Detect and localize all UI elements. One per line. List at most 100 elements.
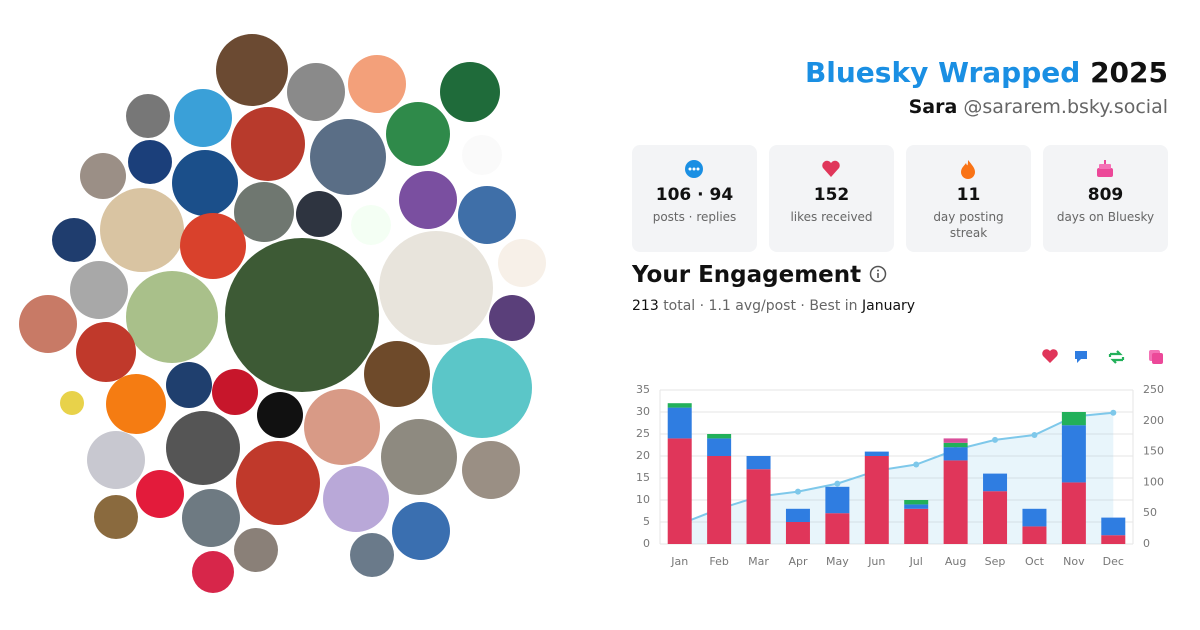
- avatar[interactable]: [100, 188, 184, 272]
- avatar[interactable]: [106, 374, 166, 434]
- handle: @sararem.bsky.social: [963, 96, 1168, 118]
- stat-value: 809: [1087, 185, 1124, 205]
- avatar[interactable]: [381, 419, 457, 495]
- x-tick-label: Aug: [945, 555, 966, 568]
- avatar[interactable]: [216, 34, 288, 106]
- avatar[interactable]: [304, 389, 380, 465]
- bar-segment: [825, 513, 850, 544]
- y2-tick-label: 50: [1143, 506, 1157, 519]
- avatar[interactable]: [350, 533, 394, 577]
- avatar[interactable]: [440, 62, 500, 122]
- y2-tick-label: 200: [1143, 414, 1164, 427]
- avatar[interactable]: [348, 55, 406, 113]
- title: Bluesky Wrapped 2025: [805, 56, 1168, 89]
- avatar[interactable]: [489, 295, 535, 341]
- avatar[interactable]: [126, 271, 218, 363]
- y-tick-label: 25: [636, 427, 650, 440]
- icon: [961, 160, 975, 179]
- line-point: [913, 461, 920, 468]
- info-icon[interactable]: [869, 265, 887, 283]
- section-title: Your Engagement: [632, 262, 887, 288]
- legend-icon[interactable]: [1108, 350, 1125, 364]
- avatar[interactable]: [192, 551, 234, 593]
- bar-segment: [707, 434, 732, 439]
- bar-segment: [1061, 482, 1086, 544]
- avatar[interactable]: [70, 261, 128, 319]
- year: 2025: [1090, 56, 1168, 89]
- avatar[interactable]: [310, 119, 386, 195]
- bar-segment: [825, 486, 850, 514]
- bar-segment: [707, 438, 732, 456]
- stat-card: 11 day posting streak: [906, 145, 1031, 252]
- x-tick-label: Mar: [748, 555, 769, 568]
- icon: [685, 160, 703, 178]
- bar-segment: [667, 407, 692, 439]
- avatar[interactable]: [257, 392, 303, 438]
- stat-value: 11: [956, 185, 981, 205]
- y-tick-label: 5: [643, 515, 650, 528]
- legend-icon[interactable]: [1075, 351, 1087, 363]
- bar-segment: [1061, 425, 1086, 483]
- bar-segment: [1022, 526, 1047, 544]
- avatar[interactable]: [180, 213, 246, 279]
- x-tick-label: Jun: [867, 555, 885, 568]
- stat-label: day posting streak: [933, 210, 1004, 240]
- bar-segment: [904, 504, 929, 509]
- avatar[interactable]: [234, 528, 278, 572]
- avatar[interactable]: [364, 341, 430, 407]
- bar-segment: [1101, 517, 1126, 536]
- x-tick-label: Sep: [985, 555, 1006, 568]
- avatar[interactable]: [225, 238, 379, 392]
- avatar[interactable]: [76, 322, 136, 382]
- avatar[interactable]: [80, 153, 126, 199]
- user-name: Sara: [908, 96, 958, 118]
- x-tick-label: Oct: [1025, 555, 1045, 568]
- avatar[interactable]: [323, 466, 389, 532]
- avatar[interactable]: [212, 369, 258, 415]
- y-tick-label: 30: [636, 405, 650, 418]
- avatar[interactable]: [60, 391, 84, 415]
- avatar[interactable]: [462, 441, 520, 499]
- avatar[interactable]: [128, 140, 172, 184]
- avatar[interactable]: [182, 489, 240, 547]
- avatar[interactable]: [166, 362, 212, 408]
- avatar[interactable]: [399, 171, 457, 229]
- avatar[interactable]: [126, 94, 170, 138]
- avatar[interactable]: [351, 205, 391, 245]
- line-point: [834, 480, 841, 487]
- x-tick-label: Jan: [670, 555, 688, 568]
- avatar[interactable]: [462, 135, 502, 175]
- avatar[interactable]: [379, 231, 493, 345]
- avatar[interactable]: [87, 431, 145, 489]
- avatar[interactable]: [136, 470, 184, 518]
- legend-icon[interactable]: [1152, 353, 1163, 364]
- stat-value: 152: [813, 185, 850, 205]
- stat-value: 106 · 94: [655, 185, 734, 205]
- avatar[interactable]: [231, 107, 305, 181]
- avatar[interactable]: [458, 186, 516, 244]
- avatar[interactable]: [234, 182, 294, 242]
- avatar[interactable]: [19, 295, 77, 353]
- user: Sara @sararem.bsky.social: [909, 96, 1168, 118]
- avatar[interactable]: [392, 502, 450, 560]
- y-tick-label: 10: [636, 493, 650, 506]
- line-point: [1110, 409, 1117, 416]
- avatar[interactable]: [166, 411, 240, 485]
- avatar[interactable]: [498, 239, 546, 287]
- avatar[interactable]: [94, 495, 138, 539]
- avatar[interactable]: [172, 150, 238, 216]
- avatar[interactable]: [386, 102, 450, 166]
- bar-segment: [864, 451, 889, 456]
- avatar[interactable]: [432, 338, 532, 438]
- avatar[interactable]: [236, 441, 320, 525]
- bar-segment: [1022, 508, 1047, 527]
- avatar[interactable]: [296, 191, 342, 237]
- avatar[interactable]: [287, 63, 345, 121]
- bar-segment: [943, 460, 968, 544]
- avatar[interactable]: [52, 218, 96, 262]
- line-point: [1031, 431, 1038, 438]
- legend-icon[interactable]: [1042, 349, 1058, 363]
- bar-segment: [943, 438, 968, 443]
- avatar[interactable]: [174, 89, 232, 147]
